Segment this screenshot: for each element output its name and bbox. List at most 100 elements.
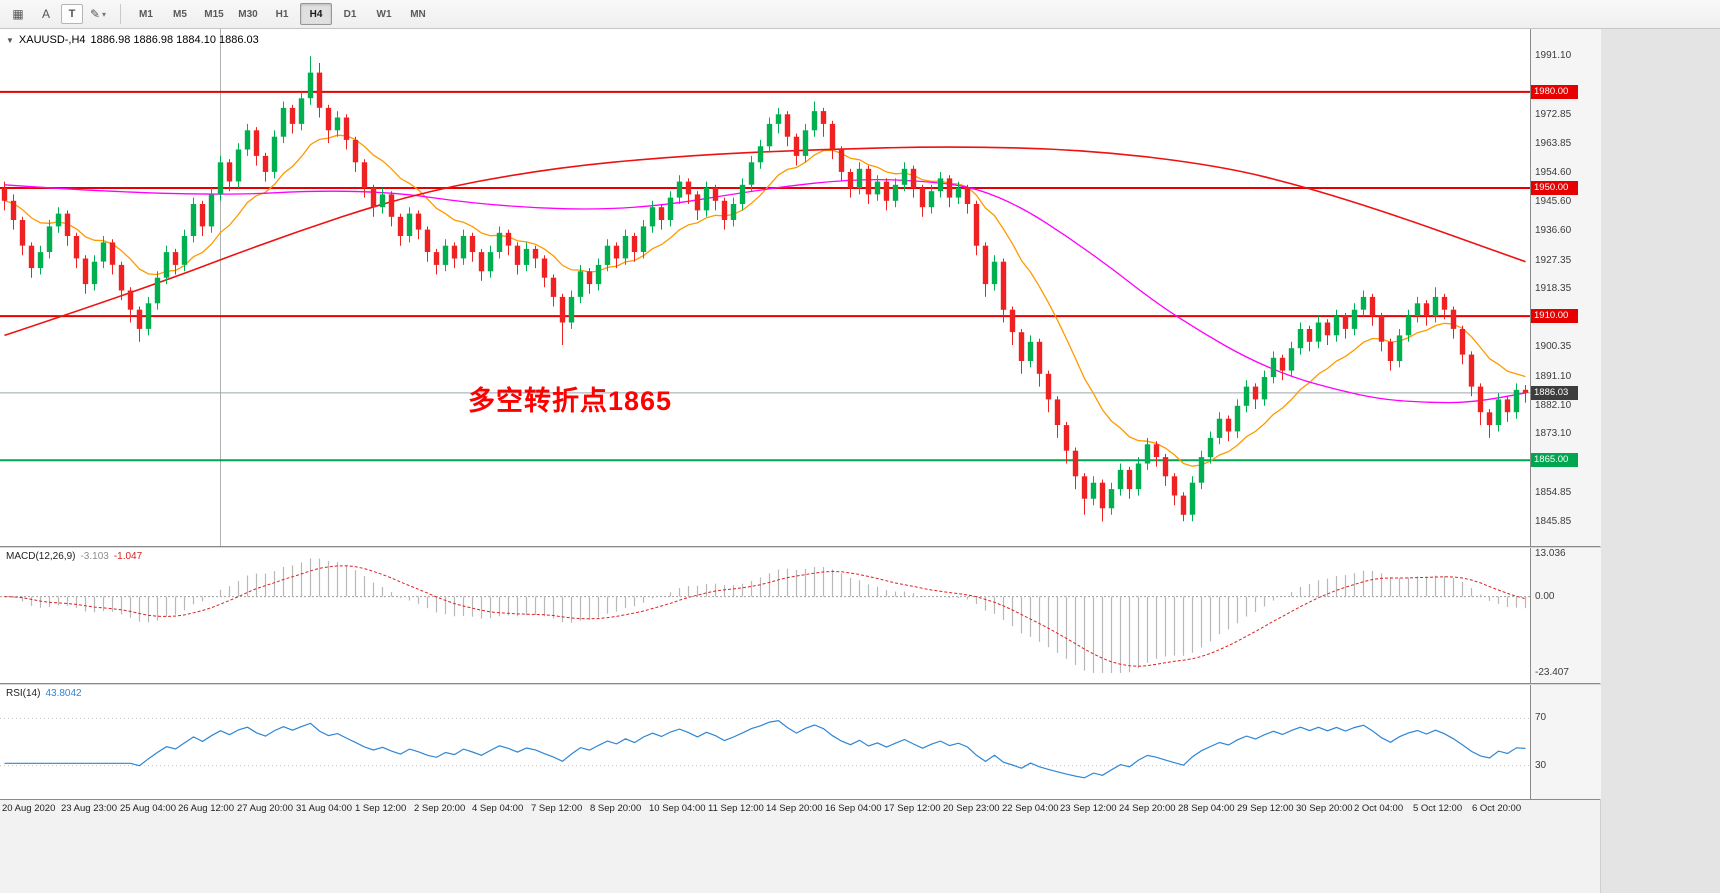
price-axis-label: 1854.85 — [1535, 487, 1572, 498]
cursor-tool-button[interactable]: A — [33, 2, 59, 26]
price-axis-label: 1873.10 — [1535, 428, 1572, 439]
date-axis-label: 28 Sep 04:00 — [1178, 803, 1235, 814]
timeframe-button-M5[interactable]: M5 — [173, 8, 187, 20]
macd-value-main: -3.103 — [80, 551, 109, 562]
panel-divider[interactable] — [0, 546, 1600, 548]
macd-axis-label: -23.407 — [1535, 667, 1569, 678]
timeframe-button-M30[interactable]: M30 — [238, 8, 258, 20]
ma-slow-red-line — [4, 146, 1526, 337]
rsi-axis-label: 70 — [1535, 712, 1547, 723]
date-axis-label: 5 Oct 12:00 — [1413, 803, 1463, 814]
macd-label: MACD(12,26,9) — [6, 551, 76, 562]
macd-axis: 13.036 0.00 -23.407 — [1530, 548, 1601, 683]
timeframe-button-M15[interactable]: M15 — [204, 8, 224, 20]
rsi-title: RSI(14) 43.8042 — [6, 688, 82, 699]
price-badge-1950.00: 1950.00 — [1531, 181, 1578, 195]
macd-axis-label: 13.036 — [1535, 548, 1566, 559]
price-axis-label: 1891.10 — [1535, 371, 1572, 382]
ma-mid-magenta-line — [4, 178, 1526, 404]
rsi-axis-label: 30 — [1535, 760, 1547, 771]
date-axis-label: 24 Sep 20:00 — [1119, 803, 1176, 814]
date-axis-label: 14 Sep 20:00 — [766, 803, 823, 814]
price-badge-1865.00: 1865.00 — [1531, 453, 1578, 467]
timeframe-button-H4[interactable]: H4 — [300, 3, 332, 25]
price-axis-label: 1882.10 — [1535, 400, 1572, 411]
bottom-filler — [0, 817, 1600, 893]
toolbar-separator — [120, 4, 121, 24]
price-axis-label: 1900.35 — [1535, 341, 1572, 352]
date-axis-label: 26 Aug 12:00 — [178, 803, 234, 814]
panel-divider[interactable] — [0, 683, 1600, 685]
date-axis-label: 2 Oct 04:00 — [1354, 803, 1404, 814]
right-gutter — [1600, 29, 1720, 893]
price-axis[interactable]: 1991.10 1972.85 1963.85 1954.60 1945.60 1936.… — [1530, 29, 1601, 546]
chevron-down-icon: ▾ — [102, 9, 107, 19]
drawing-tools-button[interactable]: ✎ ▾ — [85, 2, 111, 26]
macd-value-signal: -1.047 — [113, 551, 143, 562]
price-axis-label: 1927.35 — [1535, 255, 1572, 266]
price-axis-label: 1991.10 — [1535, 50, 1572, 61]
chart-mode-button[interactable]: ▦ — [5, 2, 31, 26]
annotation-text[interactable]: 多空转折点1865 — [468, 386, 673, 416]
macd-panel: MACD(12,26,9) -3.103 -1.047 13.036 0.00 -2… — [0, 548, 1601, 683]
date-axis-label: 31 Aug 04:00 — [296, 803, 352, 814]
date-axis-label: 2 Sep 20:00 — [414, 803, 466, 814]
date-axis-label: 20 Aug 2020 — [2, 803, 56, 814]
symbol-timeframe-label: XAUUSD-,H4 — [18, 34, 86, 46]
price-axis-label: 1936.60 — [1535, 225, 1572, 236]
timeframe-button-W1[interactable]: W1 — [376, 8, 392, 20]
tool-group: ▦ A T ✎ ▾ — [4, 2, 112, 26]
date-axis-label: 6 Oct 20:00 — [1472, 803, 1522, 814]
date-axis-label: 1 Sep 12:00 — [355, 803, 407, 814]
macd-title: MACD(12,26,9) -3.103 -1.047 — [6, 551, 142, 562]
rsi-canvas[interactable] — [0, 685, 1530, 799]
rsi-label: RSI(14) — [6, 688, 41, 699]
macd-canvas[interactable] — [0, 548, 1530, 683]
date-axis-label: 29 Sep 12:00 — [1237, 803, 1294, 814]
rsi-panel: RSI(14) 43.8042 70 30 — [0, 685, 1601, 799]
cursor-tool-icon: A — [41, 7, 50, 21]
date-axis-label: 23 Aug 23:00 — [61, 803, 117, 814]
timeframe-button-MN[interactable]: MN — [410, 8, 426, 20]
drawing-tools-icon: ✎ — [89, 7, 101, 21]
chart-title: ▼ XAUUSD-,H4 1886.98 1886.98 1884.10 188… — [6, 34, 259, 46]
macd-signal-line — [4, 565, 1526, 667]
ohlc-values: 1886.98 1886.98 1884.10 1886.03 — [90, 34, 259, 46]
chart-mode-icon: ▦ — [12, 7, 24, 21]
price-chart-canvas[interactable] — [0, 29, 1530, 546]
date-axis-label: 4 Sep 04:00 — [472, 803, 524, 814]
date-axis-label: 10 Sep 04:00 — [649, 803, 706, 814]
price-axis-label: 1945.60 — [1535, 196, 1572, 207]
date-axis-label: 7 Sep 12:00 — [531, 803, 583, 814]
timeframe-group: M1 M5 M15 M30 H1 H4 D1 W1 MN — [129, 3, 435, 25]
date-axis[interactable]: 20 Aug 2020 23 Aug 23:00 25 Aug 04:00 26 Au… — [0, 799, 1600, 817]
rsi-line — [4, 719, 1526, 779]
date-axis-label: 8 Sep 20:00 — [590, 803, 642, 814]
timeframe-button-H1[interactable]: H1 — [275, 8, 289, 20]
price-axis-label: 1972.85 — [1535, 109, 1572, 120]
date-axis-label: 17 Sep 12:00 — [884, 803, 941, 814]
price-axis-label: 1918.35 — [1535, 283, 1572, 294]
date-axis-label: 27 Aug 20:00 — [237, 803, 293, 814]
workspace: ▼ XAUUSD-,H4 1886.98 1886.98 1884.10 188… — [0, 29, 1720, 893]
price-axis-label: 1954.60 — [1535, 167, 1572, 178]
price-axis-label: 1963.85 — [1535, 138, 1572, 149]
rsi-value: 43.8042 — [45, 688, 82, 699]
macd-histogram — [12, 558, 1527, 673]
date-axis-label: 22 Sep 04:00 — [1002, 803, 1059, 814]
macd-axis-label: 0.00 — [1535, 591, 1555, 602]
chart-dropdown-icon[interactable]: ▼ — [6, 35, 14, 45]
date-axis-label: 25 Aug 04:00 — [120, 803, 176, 814]
date-axis-label: 16 Sep 04:00 — [825, 803, 882, 814]
price-badge-1886.03: 1886.03 — [1531, 386, 1578, 400]
text-tool-icon: T — [68, 8, 76, 20]
price-chart-panel: ▼ XAUUSD-,H4 1886.98 1886.98 1884.10 188… — [0, 29, 1601, 546]
timeframe-button-M1[interactable]: M1 — [139, 8, 153, 20]
text-tool-button[interactable]: T — [61, 4, 83, 24]
timeframe-button-D1[interactable]: D1 — [343, 8, 357, 20]
toolbar: ▦ A T ✎ ▾ M1 M5 M15 M30 H1 H4 D1 W1 MN — [0, 0, 1720, 29]
date-axis-label: 20 Sep 23:00 — [943, 803, 1000, 814]
price-badge-1910.00: 1910.00 — [1531, 309, 1578, 323]
rsi-axis: 70 30 — [1530, 685, 1601, 799]
